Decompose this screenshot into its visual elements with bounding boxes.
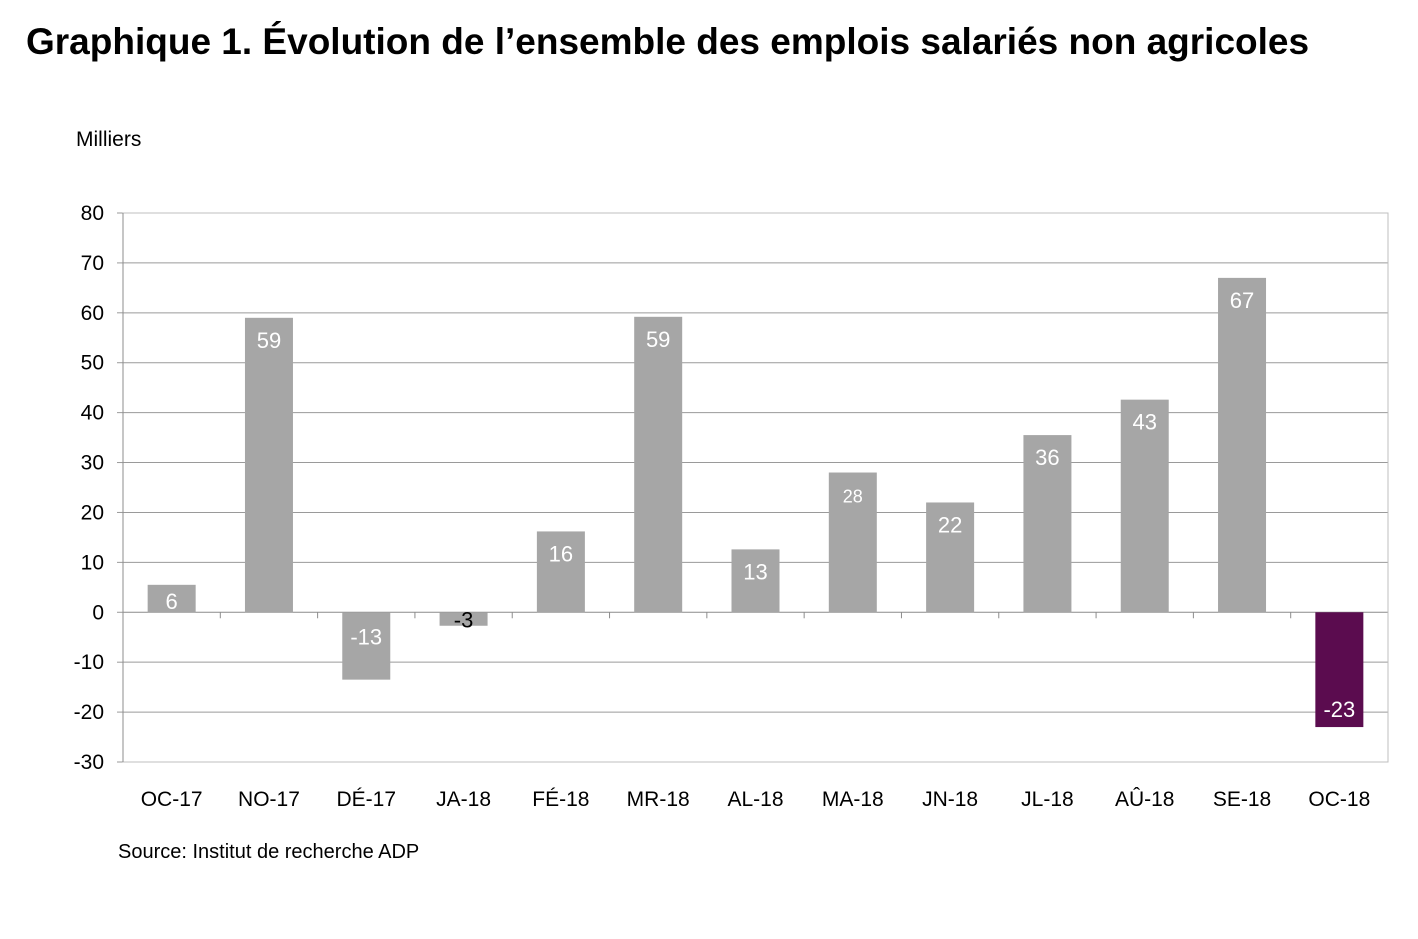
- data-label: 67: [1230, 288, 1254, 313]
- source-note: Source: Institut de recherche ADP: [118, 841, 420, 863]
- bar-aû-18: [1120, 399, 1169, 613]
- data-label: 43: [1132, 410, 1156, 435]
- bar-ja-18: [439, 612, 488, 626]
- data-label: 59: [646, 327, 670, 352]
- y-tick-label: 80: [81, 202, 104, 225]
- x-category-label: OC-17: [141, 788, 203, 811]
- data-label: -23: [1323, 697, 1355, 722]
- y-axis-unit-label: Milliers: [76, 128, 142, 151]
- x-category-label: JA-18: [436, 788, 491, 811]
- x-category-label: FÉ-18: [532, 788, 589, 811]
- data-label: 16: [549, 541, 573, 566]
- chart-title: Graphique 1. Évolution de l’ensemble des…: [26, 21, 1310, 62]
- y-tick-label: 40: [81, 402, 104, 425]
- x-category-label: JN-18: [922, 788, 978, 811]
- x-category-label: MR-18: [627, 788, 690, 811]
- bar-ma-18: [828, 472, 877, 613]
- y-tick-label: -30: [74, 751, 104, 774]
- y-tick-label: 30: [81, 452, 104, 475]
- x-category-label: NO-17: [238, 788, 300, 811]
- plot-frame: [122, 212, 1389, 763]
- y-tick-label: 20: [81, 501, 104, 524]
- bar-jn-18: [926, 502, 975, 613]
- y-tick-label: -20: [74, 701, 104, 724]
- bar-al-18: [731, 549, 780, 613]
- data-label: -13: [350, 624, 382, 649]
- y-tick-label: -10: [74, 651, 104, 674]
- data-label: -3: [454, 607, 474, 632]
- data-label: 28: [843, 487, 863, 507]
- bar-oc-18: [1315, 612, 1364, 728]
- data-label: 13: [743, 559, 767, 584]
- x-category-label: DÉ-17: [337, 788, 397, 811]
- x-category-label: OC-18: [1308, 788, 1370, 811]
- bar-dé-17: [342, 612, 391, 680]
- data-label: 22: [938, 512, 962, 537]
- bar-se-18: [1218, 277, 1267, 613]
- y-tick-label: 10: [81, 551, 104, 574]
- bar-mr-18: [634, 316, 683, 613]
- data-label: 59: [257, 328, 281, 353]
- x-category-label: AL-18: [727, 788, 783, 811]
- bar-no-17: [244, 317, 293, 613]
- data-label: 6: [166, 589, 178, 614]
- y-tick-label: 0: [92, 601, 104, 624]
- bar-fé-18: [536, 531, 585, 613]
- y-tick-label: 70: [81, 252, 104, 275]
- y-tick-label: 50: [81, 352, 104, 375]
- x-category-label: SE-18: [1213, 788, 1271, 811]
- bar-jl-18: [1023, 435, 1072, 613]
- bar-oc-17: [147, 584, 196, 613]
- x-category-label: JL-18: [1021, 788, 1074, 811]
- x-category-label: AÛ-18: [1115, 788, 1175, 811]
- x-category-label: MA-18: [822, 788, 884, 811]
- y-tick-label: 60: [81, 302, 104, 325]
- data-label: 36: [1035, 445, 1059, 470]
